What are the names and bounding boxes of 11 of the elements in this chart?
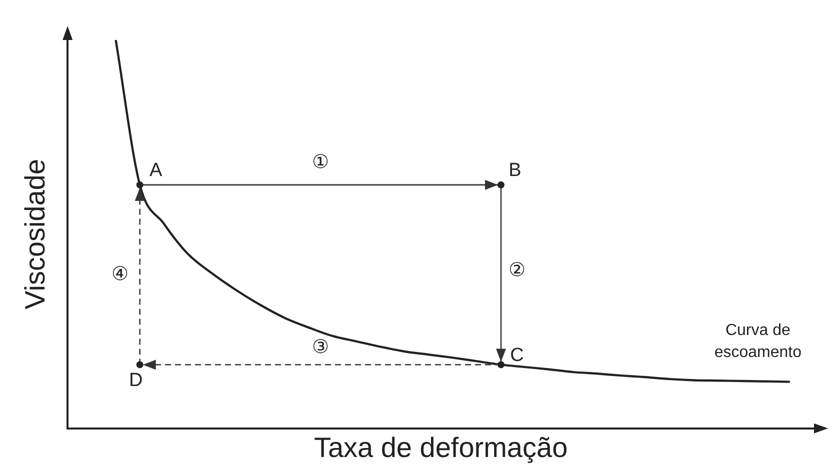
annotation: ②	[508, 260, 526, 282]
annotation: Curva de escoamento	[714, 322, 802, 362]
annotation: C	[510, 344, 524, 366]
annotation: D	[128, 370, 143, 391]
x-axis-title: Taxa de deformação	[314, 432, 568, 463]
annotation: ③	[312, 336, 329, 358]
y-axis-title: Viscosidade	[20, 158, 51, 310]
annotation: A	[149, 160, 162, 182]
annotation: B	[508, 160, 522, 182]
annotation: ④	[111, 264, 128, 286]
annotation: ①	[312, 152, 329, 174]
